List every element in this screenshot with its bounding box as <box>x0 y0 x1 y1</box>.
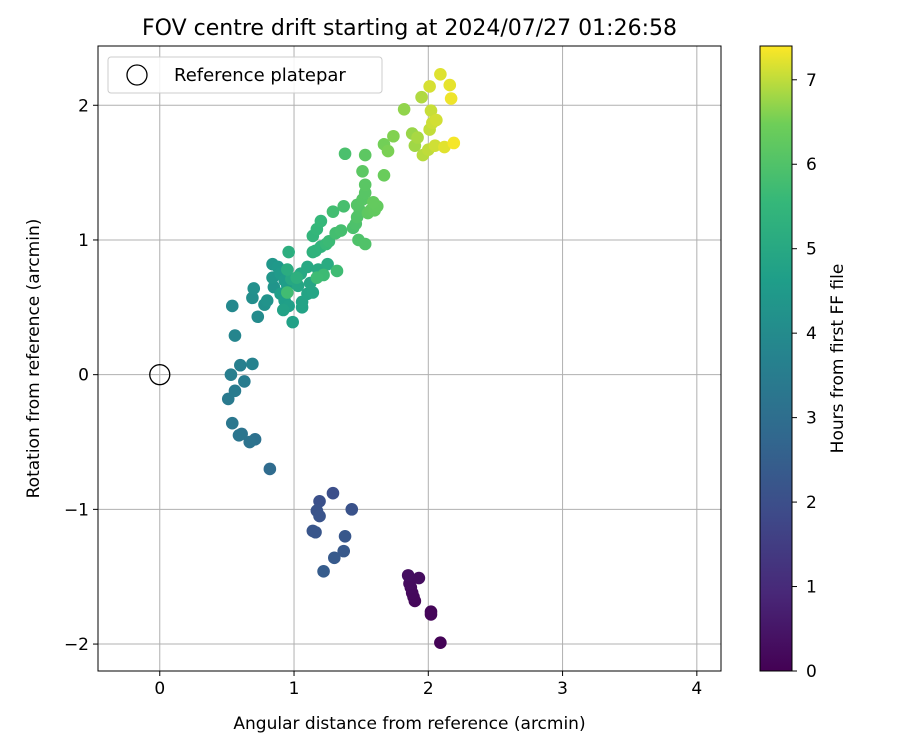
data-point <box>281 263 294 276</box>
data-point <box>412 571 426 585</box>
data-point <box>377 169 391 182</box>
colorbar-label: Hours from first FF file <box>828 264 848 454</box>
x-tick-label: 2 <box>423 679 434 699</box>
data-point <box>434 636 447 650</box>
colorbar-tick-label: 1 <box>806 578 817 598</box>
colorbar-tick-label: 4 <box>806 324 817 344</box>
data-point <box>358 148 372 162</box>
data-point <box>411 131 424 144</box>
data-point <box>310 271 324 284</box>
legend-box <box>107 56 383 94</box>
data-point <box>238 375 251 388</box>
data-point <box>401 569 415 582</box>
data-point <box>397 103 411 116</box>
colorbar-ticks: 0 1 2 3 4 5 6 7 <box>792 71 817 682</box>
data-point <box>428 139 442 152</box>
legend-marker <box>126 64 148 86</box>
data-point <box>438 140 451 154</box>
data-point <box>286 315 299 329</box>
colorbar-tick-label: 5 <box>806 240 817 260</box>
data-point <box>246 291 259 305</box>
x-tick-label: 4 <box>691 679 702 699</box>
data-point <box>228 384 242 398</box>
colorbar: 0 1 2 3 4 5 6 7 Hours from first FF file <box>759 45 848 682</box>
data-point <box>234 358 247 372</box>
data-point <box>337 199 351 213</box>
data-point <box>251 310 265 324</box>
data-point <box>447 136 461 150</box>
data-point <box>387 129 400 143</box>
data-point <box>345 503 359 516</box>
data-point <box>309 525 322 539</box>
data-point <box>434 67 447 81</box>
data-point <box>424 104 438 117</box>
reference-point <box>149 364 171 386</box>
data-point <box>338 530 352 543</box>
plot-frame <box>97 45 722 672</box>
y-tick-label: 1 <box>78 231 89 251</box>
data-point <box>334 224 348 237</box>
legend-label: Reference platepar <box>174 65 346 86</box>
data-point <box>276 303 290 317</box>
data-point <box>338 147 352 161</box>
x-axis-label: Angular distance from reference (arcmin) <box>233 714 585 734</box>
data-point <box>326 205 340 218</box>
y-tick-label: 2 <box>78 96 89 116</box>
data-point <box>328 551 341 565</box>
reference-marker <box>149 364 171 386</box>
legend: Reference platepar <box>107 56 383 94</box>
data-point <box>313 509 326 523</box>
data-point <box>290 271 304 284</box>
data-point <box>281 286 294 299</box>
colorbar-gradient <box>759 45 793 672</box>
y-tick-label: −2 <box>64 635 89 655</box>
data-point <box>225 299 239 313</box>
y-axis-ticks: −2 −1 0 1 2 <box>64 96 98 655</box>
data-point <box>246 357 259 371</box>
data-point <box>358 178 372 192</box>
x-tick-label: 1 <box>289 679 300 699</box>
data-point <box>381 144 395 158</box>
data-point <box>225 416 239 430</box>
data-point <box>317 565 330 578</box>
colorbar-tick-label: 3 <box>806 409 817 429</box>
data-point <box>356 164 369 178</box>
x-tick-label: 0 <box>154 679 165 699</box>
data-point <box>358 237 372 251</box>
colorbar-tick-label: 6 <box>806 155 817 175</box>
y-axis-label: Rotation from reference (arcmin) <box>24 219 44 499</box>
data-point <box>263 462 277 476</box>
data-point <box>224 368 238 381</box>
data-point <box>424 608 438 621</box>
data-point <box>330 264 344 278</box>
x-tick-label: 3 <box>557 679 568 699</box>
colorbar-tick-label: 0 <box>806 662 817 682</box>
data-point <box>301 260 314 274</box>
data-point <box>243 435 257 449</box>
data-point <box>326 486 340 500</box>
y-tick-label: 0 <box>78 366 89 386</box>
colorbar-tick-label: 7 <box>806 71 817 91</box>
colorbar-tick-label: 2 <box>806 493 817 513</box>
chart-title: FOV centre drift starting at 2024/07/27 … <box>142 16 677 41</box>
data-point <box>321 257 334 271</box>
data-point <box>443 78 457 92</box>
data-point <box>232 428 246 442</box>
x-axis-ticks: 0 1 2 3 4 <box>154 671 702 699</box>
data-point <box>415 90 428 104</box>
y-tick-label: −1 <box>64 500 89 520</box>
data-point <box>423 80 436 93</box>
data-point <box>260 294 274 307</box>
data-points <box>221 67 461 650</box>
data-point <box>444 92 458 105</box>
data-point <box>228 329 242 342</box>
data-point <box>366 195 380 209</box>
data-point <box>282 245 295 259</box>
data-point <box>337 544 351 558</box>
data-point <box>314 214 328 228</box>
data-point <box>247 282 261 295</box>
data-point <box>430 113 443 127</box>
